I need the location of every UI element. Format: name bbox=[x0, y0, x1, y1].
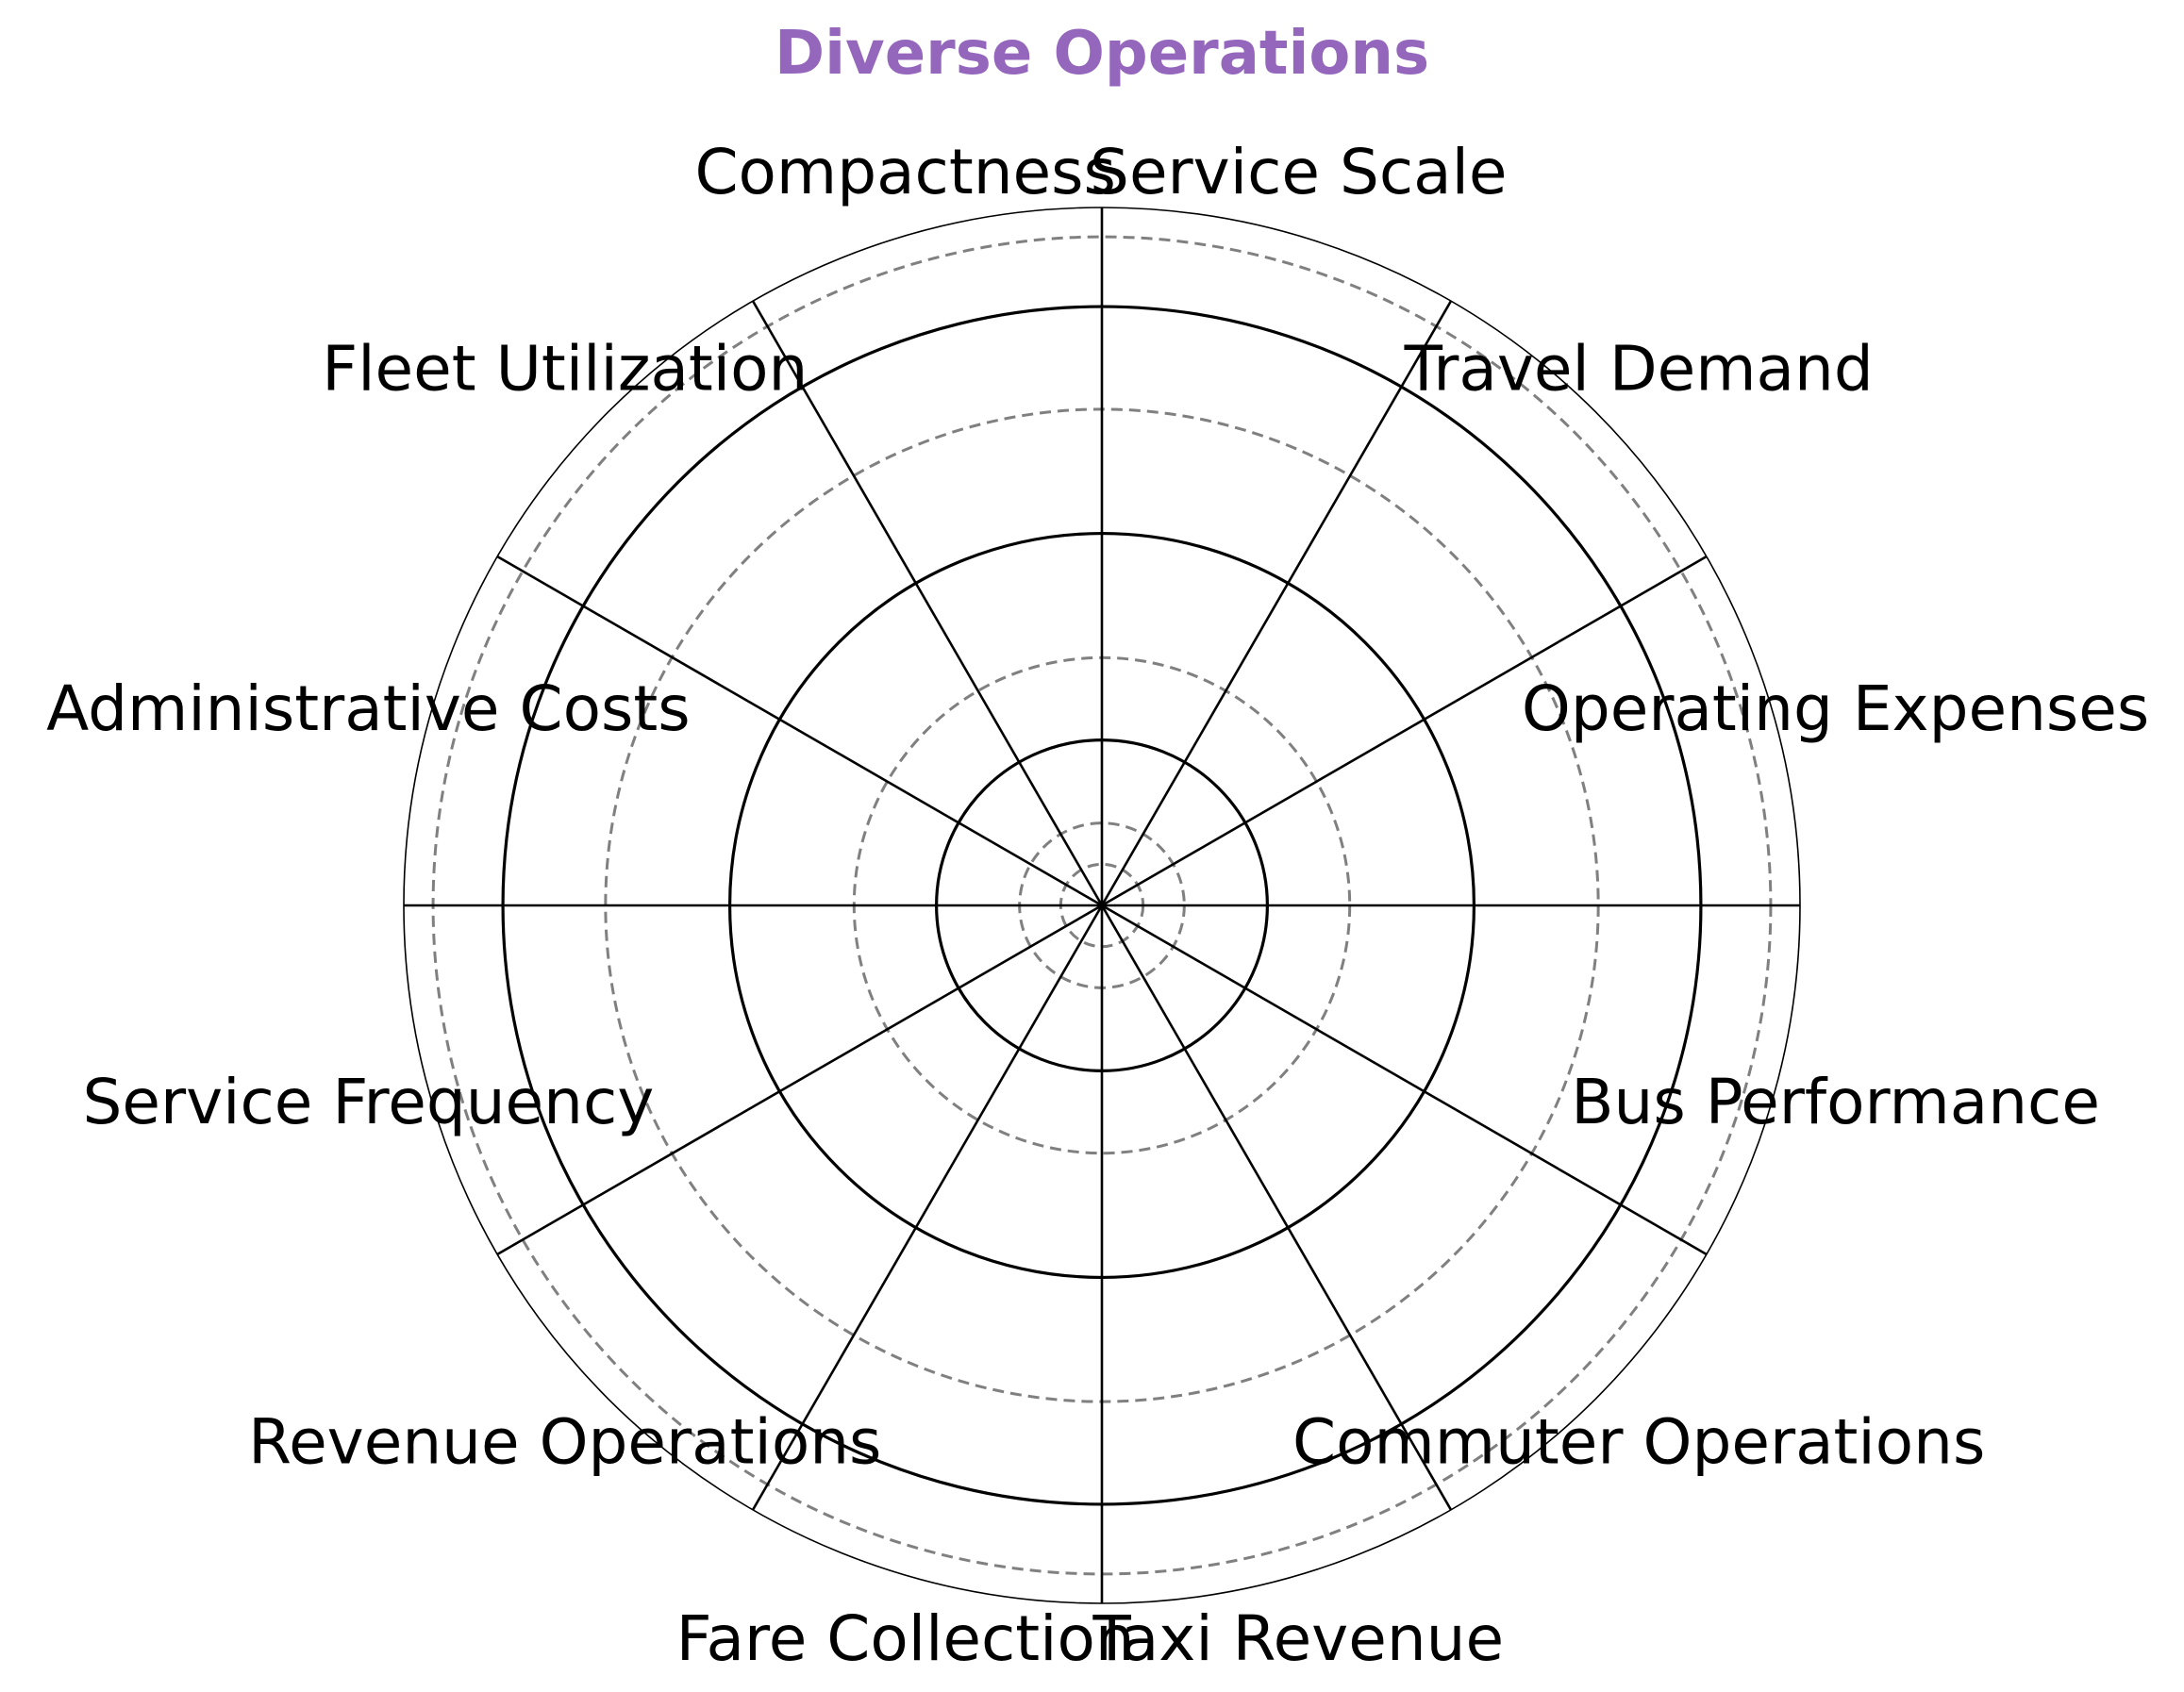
spoke-5 bbox=[751, 300, 1104, 906]
spoke-12 bbox=[1101, 904, 1708, 1256]
category-label: Fleet Utilization bbox=[322, 332, 808, 405]
category-label: Commuter Operations bbox=[1292, 1406, 1985, 1479]
spoke-8 bbox=[496, 904, 1103, 1256]
category-label: Fare Collection bbox=[676, 1602, 1135, 1675]
category-label: Bus Performance bbox=[1571, 1066, 2100, 1138]
category-label: Compactness bbox=[694, 136, 1115, 208]
category-label: Service Scale bbox=[1090, 136, 1507, 208]
category-label: Service Frequency bbox=[82, 1066, 654, 1138]
category-label: Administrative Costs bbox=[46, 672, 691, 745]
spoke-11 bbox=[1100, 904, 1453, 1511]
spoke-9 bbox=[751, 904, 1104, 1511]
category-label: Operating Expenses bbox=[1522, 672, 2149, 745]
spoke-2 bbox=[1101, 555, 1708, 907]
category-label: Taxi Revenue bbox=[1092, 1602, 1504, 1675]
axis-spokes bbox=[404, 207, 1800, 1603]
chart-title: Diverse Operations bbox=[775, 19, 1429, 89]
category-label: Revenue Operations bbox=[248, 1406, 881, 1479]
spoke-6 bbox=[496, 555, 1103, 907]
category-label: Travel Demand bbox=[1404, 332, 1874, 405]
spoke-3 bbox=[1100, 300, 1453, 906]
category-labels: Operating Expenses Travel Demand Service S… bbox=[46, 136, 2149, 1675]
